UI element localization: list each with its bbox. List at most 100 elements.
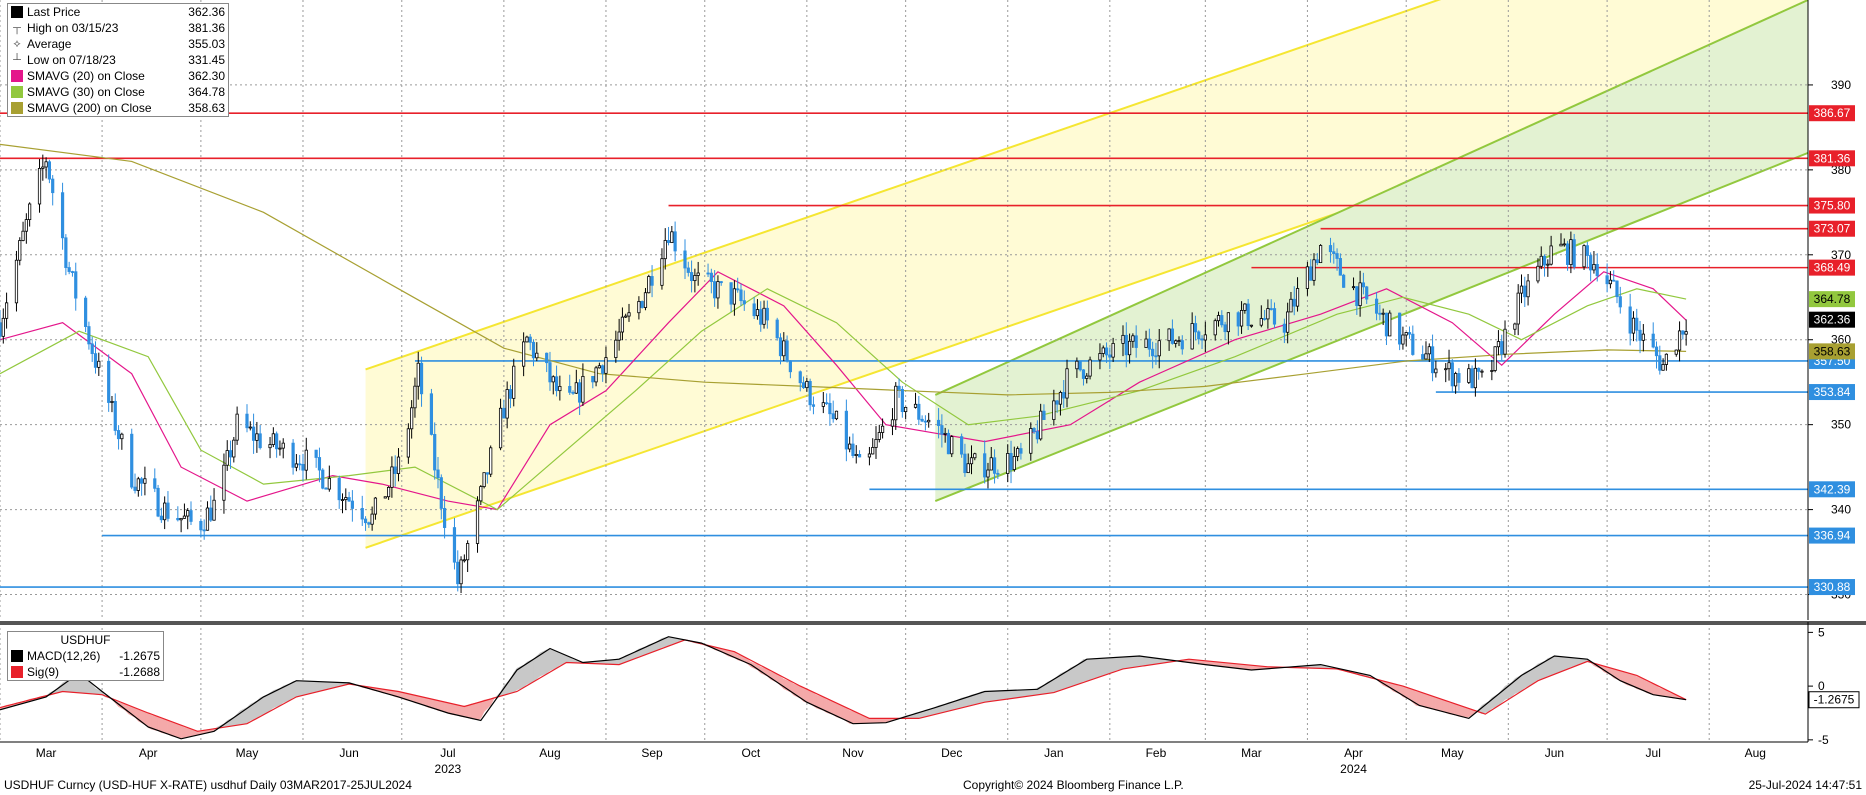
month-label: Feb [1146, 746, 1167, 760]
candle-body [1565, 243, 1570, 265]
high-marker-icon: ┬ [13, 22, 21, 34]
candle-body [1628, 306, 1632, 334]
candle-body [788, 360, 792, 373]
candle-body [666, 240, 671, 243]
macd-histogram-fill [312, 681, 317, 693]
candle-body [248, 426, 252, 429]
candle-body [1342, 274, 1346, 288]
candle-body [686, 267, 690, 273]
candle-body [1039, 410, 1043, 440]
candle-body [442, 508, 447, 528]
candle-body [1384, 312, 1389, 337]
price-tick-label: 350 [1831, 418, 1851, 432]
candle-body [0, 322, 2, 337]
candle-body [466, 543, 470, 561]
candle-body [429, 393, 434, 435]
candle-body [363, 518, 368, 524]
candle-body [578, 382, 582, 403]
candle-body [960, 436, 964, 455]
candle-body [1111, 343, 1115, 358]
candle-body [232, 439, 236, 458]
candle-body [1388, 312, 1392, 337]
price-badge-375.80 [1809, 197, 1855, 214]
legend-value: 331.45 [188, 53, 225, 67]
candle-body [410, 407, 414, 430]
candle-body [1477, 367, 1481, 372]
candle-body [594, 367, 598, 383]
candle-body [1618, 296, 1622, 308]
candle-body [936, 419, 941, 426]
candle-body [1197, 331, 1201, 340]
candle-body [1480, 370, 1484, 373]
legend-label: MACD(12,26) [27, 649, 101, 663]
price-badge-381.36 [1809, 150, 1855, 167]
candle-body [894, 385, 898, 421]
candle-body [874, 439, 878, 448]
price-axis: 390380370360350340330386.67381.36375.803… [1807, 0, 1855, 620]
candle-body [558, 385, 562, 392]
price-badge-label: 375.80 [1814, 199, 1851, 213]
candle-body [950, 436, 954, 455]
candle-body [179, 517, 183, 521]
price-tick-label: 360 [1831, 333, 1851, 347]
price-badge-label: 386.67 [1814, 106, 1851, 120]
candle-body [867, 453, 872, 458]
legend-value: 362.36 [188, 5, 225, 19]
candle-body [755, 309, 760, 317]
macd-histogram-fill [180, 725, 185, 739]
candle-body [1272, 308, 1277, 325]
macd-histogram-fill [556, 651, 561, 669]
macd-histogram-fill [1422, 692, 1427, 709]
candle-body [640, 301, 644, 308]
candle-body [1424, 353, 1428, 360]
candle-body [1315, 259, 1319, 264]
candle-body [1127, 340, 1132, 356]
candle-body [844, 410, 848, 450]
legend-row: SMAVG (30) on Close 364.78 [8, 84, 228, 100]
candle-body [166, 502, 170, 519]
candle-body [1108, 354, 1112, 358]
candle-body [1243, 303, 1247, 311]
yellow-channel-fill [365, 0, 1808, 548]
candle-body [739, 289, 743, 302]
price-tick-label: 380 [1831, 163, 1851, 177]
candle-body [1269, 308, 1273, 310]
macd-histogram-fill [668, 636, 673, 647]
candle-body [1295, 288, 1300, 307]
candle-body [670, 231, 674, 243]
candle-body [209, 507, 213, 521]
candle-body [97, 360, 101, 368]
price-tick-label: 390 [1831, 78, 1851, 92]
candle-body [808, 381, 812, 406]
candle-body [416, 362, 420, 387]
candle-body [186, 510, 190, 517]
candle-body [245, 413, 249, 429]
candle-body [485, 472, 490, 475]
candle-body [271, 433, 275, 445]
candle-body [1615, 280, 1619, 298]
candle-body [1569, 239, 1573, 265]
legend-label: SMAVG (200) on Close [27, 101, 152, 115]
price-badge-368.49 [1809, 259, 1855, 276]
legend-value: 362.30 [188, 69, 225, 83]
candle-body [736, 288, 740, 291]
candle-body [1454, 373, 1458, 387]
candle-body [571, 391, 575, 394]
candle-body [729, 282, 733, 305]
macd-histogram-fill [1116, 656, 1124, 671]
macd-histogram-fill [266, 692, 271, 714]
candle-body [1589, 255, 1593, 271]
month-label: Jul [1646, 746, 1661, 760]
candle-body [1266, 308, 1270, 320]
macd-histogram-fill [872, 718, 880, 724]
macd-histogram-fill [322, 681, 327, 691]
candle-body [762, 307, 766, 325]
macd-histogram-fill [879, 718, 883, 724]
candle-body [548, 362, 552, 383]
candle-body [508, 389, 513, 399]
legend-value: 364.78 [188, 85, 225, 99]
candle-body [153, 478, 157, 489]
candle-body [159, 515, 163, 521]
price-badge-label: 364.78 [1814, 292, 1851, 306]
candle-body [535, 352, 539, 359]
